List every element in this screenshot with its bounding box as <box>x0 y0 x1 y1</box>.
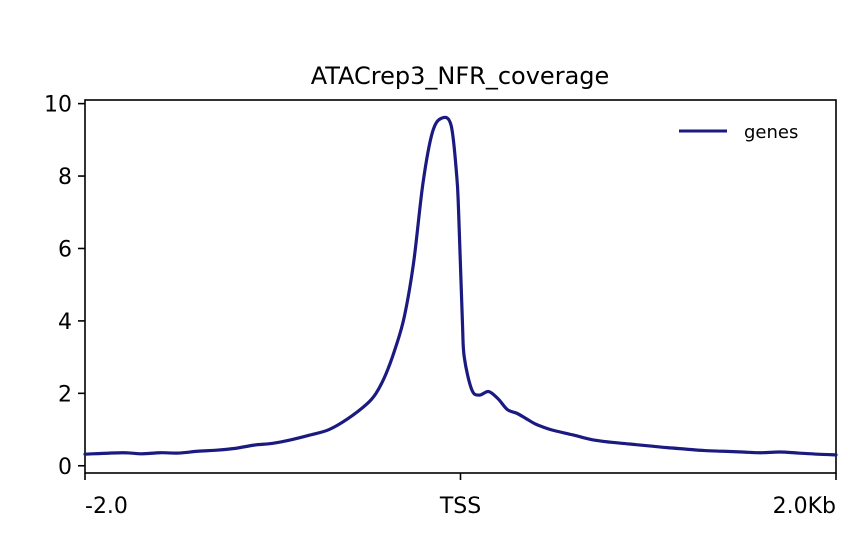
y-tick-label: 6 <box>58 237 72 262</box>
chart-title: ATACrep3_NFR_coverage <box>311 62 610 90</box>
y-tick-label: 0 <box>58 455 72 480</box>
x-tick-label: 2.0Kb <box>773 494 836 519</box>
x-tick-label: TSS <box>439 494 481 519</box>
legend-label-genes: genes <box>744 122 798 143</box>
y-tick-label: 10 <box>44 93 72 118</box>
y-axis: 0 2 4 6 8 10 <box>44 93 85 480</box>
y-tick-label: 2 <box>58 382 72 407</box>
x-axis: -2.0 TSS 2.0Kb <box>84 473 837 519</box>
series-line-genes <box>83 115 838 457</box>
x-tick-label: -2.0 <box>85 494 128 519</box>
series-layer <box>83 115 838 457</box>
legend: genes <box>679 122 798 143</box>
y-tick-label: 8 <box>58 165 72 190</box>
y-tick-label: 4 <box>58 310 72 335</box>
